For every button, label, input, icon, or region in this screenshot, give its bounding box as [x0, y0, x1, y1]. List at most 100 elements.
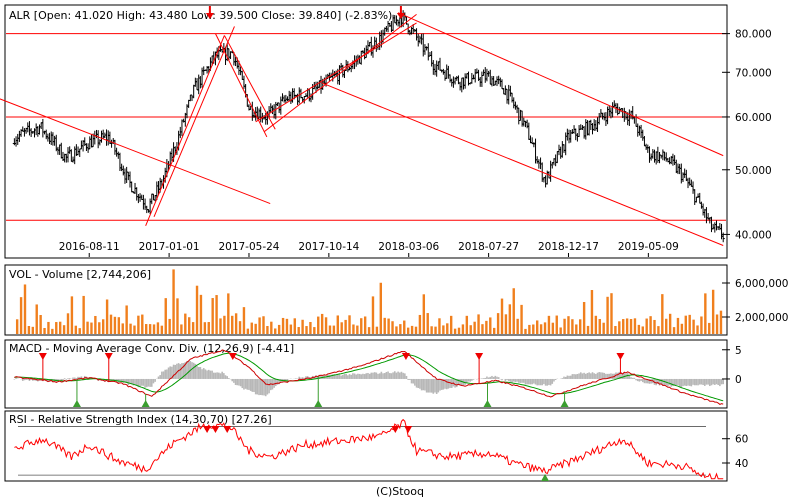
volume-bar: [711, 289, 715, 334]
volume-bar: [485, 320, 488, 334]
volume-bar: [715, 314, 719, 334]
volume-bar: [274, 328, 277, 334]
trend-line: [153, 26, 235, 218]
volume-bar: [704, 293, 707, 334]
macd-panel: MACD - Moving Average Conv. Div. (12,26,…: [4, 339, 742, 409]
volume-bar: [90, 322, 93, 334]
volume-bar: [281, 317, 285, 334]
volume-bar: [262, 316, 265, 334]
macd-lines: [14, 349, 724, 405]
price-title: ALR [Open: 41.020 High: 43.480 Low: 39.5…: [9, 9, 392, 22]
trend-line: [321, 82, 724, 246]
volume-bar: [563, 318, 566, 334]
y-tick-label: 80.000: [735, 29, 772, 41]
volume-bar: [254, 323, 257, 334]
volume-bar: [234, 313, 238, 334]
volume-bar: [105, 299, 109, 334]
volume-bar: [661, 294, 664, 334]
sell-triangle-icon: [404, 426, 413, 433]
trend-line: [397, 12, 724, 157]
volume-bar: [309, 321, 312, 334]
down-arrow-head: [205, 13, 214, 19]
volume-bar: [184, 313, 187, 334]
volume-bar: [156, 322, 160, 334]
sell-triangle-icon: [228, 353, 237, 360]
volume-bar: [657, 326, 660, 334]
volume-bar: [438, 318, 441, 334]
volume-bar: [289, 324, 293, 334]
buy-triangle-icon: [541, 474, 550, 481]
sell-triangle-icon: [223, 426, 232, 433]
volume-bar: [328, 325, 332, 334]
volume-bar: [199, 294, 203, 334]
volume-bar: [164, 298, 167, 334]
macd-line: [14, 349, 724, 405]
volume-bar: [148, 324, 152, 334]
trend-line: [263, 13, 417, 133]
volume-bar: [27, 326, 31, 334]
volume-bar: [645, 318, 648, 334]
x-tick-label: 2018-03-06: [378, 241, 439, 253]
volume-bar: [367, 327, 371, 334]
volume-bar: [653, 319, 656, 334]
trend-line: [255, 22, 417, 123]
volume-bar: [258, 317, 261, 334]
volume-bar: [641, 326, 644, 334]
volume-bar: [320, 313, 324, 334]
volume-bar: [489, 317, 492, 334]
volume-bar: [410, 325, 414, 334]
volume-bar: [238, 321, 242, 334]
volume-bar: [567, 316, 570, 334]
volume-bar: [457, 327, 461, 334]
volume-bar: [551, 322, 555, 334]
x-tick-label: 2017-10-14: [298, 241, 359, 253]
volume-bar: [293, 318, 296, 334]
volume-bar: [207, 322, 210, 334]
volume-bar: [19, 297, 23, 334]
price-panel: ALR [Open: 41.020 High: 43.480 Low: 39.5…: [0, 4, 772, 259]
volume-bar: [598, 319, 601, 334]
volume-bar: [109, 314, 113, 334]
rsi-y-axis: 60 40: [722, 434, 748, 470]
volume-bar: [399, 324, 402, 334]
rsi-lines: [14, 418, 724, 480]
volume-title: VOL - Volume [2,744,206]: [9, 268, 151, 281]
volume-bar: [508, 304, 512, 334]
macd-y-axis: 50: [722, 345, 742, 386]
volume-bar: [512, 288, 515, 334]
volume-bar: [203, 322, 207, 334]
volume-bar: [270, 321, 273, 334]
rsi-line: [14, 418, 724, 480]
volume-bar: [160, 325, 164, 334]
x-tick-label: 2018-12-17: [538, 241, 599, 253]
rsi-markers: [203, 426, 550, 481]
volume-bar: [582, 302, 586, 334]
volume-bar: [414, 326, 418, 334]
x-tick-label: 2018-07-27: [458, 241, 519, 253]
volume-bar: [625, 318, 629, 334]
volume-bar: [227, 293, 230, 334]
volume-bar: [684, 315, 687, 334]
volume-bar: [66, 313, 70, 334]
y-tick-label: 40: [735, 458, 748, 470]
volume-bar: [246, 328, 250, 334]
volume-bar: [555, 315, 558, 334]
trend-line: [0, 98, 271, 204]
volume-bar: [117, 317, 121, 334]
buy-triangle-icon: [560, 400, 569, 407]
volume-bar: [633, 318, 637, 334]
volume-bar: [606, 296, 609, 334]
volume-bar: [559, 327, 562, 334]
volume-bar: [340, 322, 343, 334]
volume-bar: [477, 314, 480, 334]
volume-bar: [78, 328, 81, 334]
volume-bar: [434, 326, 437, 334]
y-tick-label: 50.000: [735, 165, 772, 177]
sell-triangle-icon: [475, 353, 484, 360]
volume-bar: [191, 322, 195, 334]
volume-bar: [86, 321, 89, 334]
volume-bar: [403, 320, 406, 334]
volume-bar: [101, 319, 105, 334]
sell-triangle-icon: [211, 426, 220, 433]
y-tick-label: 6,000,000: [735, 278, 788, 290]
